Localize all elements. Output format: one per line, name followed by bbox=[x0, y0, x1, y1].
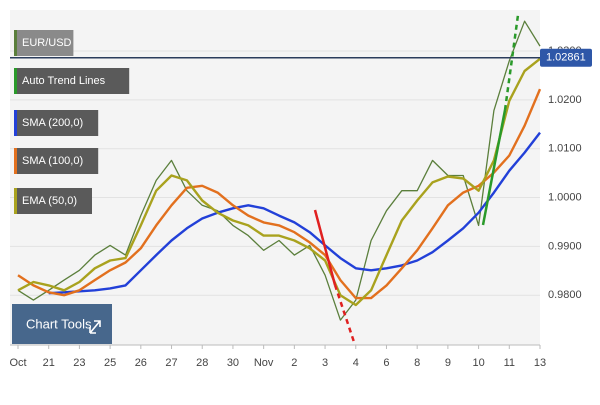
legend-label: Auto Trend Lines bbox=[22, 75, 106, 87]
y-tick-label: 1.0100 bbox=[548, 143, 582, 155]
last-price-label: 1.02861 bbox=[546, 52, 586, 64]
x-tick-label: 13 bbox=[534, 357, 546, 369]
x-tick-label: 9 bbox=[445, 357, 451, 369]
x-tick-label: 8 bbox=[414, 357, 420, 369]
legend-label: EUR/USD bbox=[22, 37, 72, 49]
legend-box bbox=[14, 148, 99, 174]
trend-line bbox=[503, 14, 520, 111]
y-tick-label: 1.0000 bbox=[548, 191, 582, 203]
legend-label: EMA (50,0) bbox=[22, 195, 77, 207]
trend-line bbox=[313, 209, 337, 286]
x-tick-label: 26 bbox=[135, 357, 147, 369]
x-tick-label: 28 bbox=[196, 357, 208, 369]
grid bbox=[10, 50, 540, 296]
button-bg[interactable] bbox=[12, 304, 112, 344]
y-tick-label: 0.9800 bbox=[548, 289, 582, 301]
legend-swatch bbox=[14, 110, 17, 136]
trend-line bbox=[481, 109, 507, 226]
x-tick-label: 11 bbox=[504, 357, 515, 369]
series-line bbox=[17, 57, 541, 307]
legend-box bbox=[14, 188, 92, 214]
legend-swatch bbox=[14, 188, 17, 214]
legend-swatch bbox=[14, 148, 17, 174]
last-price-box bbox=[540, 48, 592, 67]
x-tick-label: 27 bbox=[165, 357, 177, 369]
trend-line bbox=[333, 284, 357, 346]
x-tick-label: 4 bbox=[353, 357, 359, 369]
button-icon bbox=[89, 320, 101, 334]
x-tick-label: 25 bbox=[104, 357, 116, 369]
legend-swatch bbox=[14, 68, 17, 94]
legend-label: SMA (200,0) bbox=[22, 117, 83, 129]
x-tick-label: 3 bbox=[322, 357, 328, 369]
x-tick-label: Oct bbox=[9, 357, 26, 369]
legend-box bbox=[14, 110, 99, 136]
series-line bbox=[17, 88, 542, 300]
chart-tools-button[interactable]: Chart Tools bbox=[12, 304, 112, 344]
legend-box bbox=[14, 30, 74, 56]
y-tick-label: 1.0200 bbox=[548, 94, 582, 106]
legend: EUR/USD Auto Trend Lines SMA (200,0) SMA (1… bbox=[14, 30, 130, 214]
button-label[interactable]: Chart Tools bbox=[26, 316, 92, 331]
x-tick-label: 6 bbox=[383, 357, 389, 369]
series-line bbox=[48, 131, 541, 295]
x-tick-label: 10 bbox=[472, 357, 484, 369]
x-tick-label: Nov bbox=[254, 357, 274, 369]
legend-box bbox=[14, 68, 130, 94]
x-tick-label: 21 bbox=[43, 357, 55, 369]
series-lines bbox=[17, 20, 542, 321]
series-line bbox=[17, 20, 541, 321]
legend-label: SMA (100,0) bbox=[22, 155, 83, 167]
x-tick-label: 2 bbox=[291, 357, 297, 369]
x-tick-label: 23 bbox=[73, 357, 85, 369]
legend-swatch bbox=[14, 30, 17, 56]
y-tick-label: 0.9900 bbox=[548, 240, 582, 252]
x-tick-label: 30 bbox=[227, 357, 239, 369]
